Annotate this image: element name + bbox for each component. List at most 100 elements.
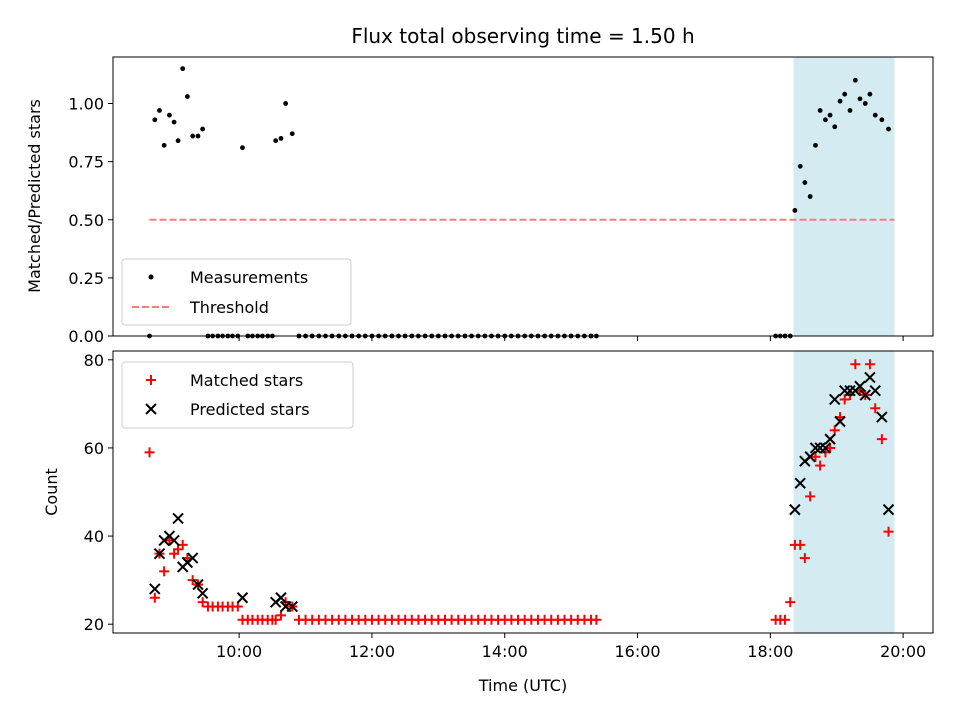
matched-stars-point (232, 601, 243, 612)
predicted-stars-point (153, 547, 166, 560)
top-y-ticks: 0.00 0.25 0.50 0.75 1.00 (68, 95, 113, 346)
measurement-point (842, 91, 848, 97)
predicted-stars-point (192, 578, 204, 591)
predicted-stars-point (864, 371, 876, 384)
measurement-point (807, 194, 813, 199)
bottom-marks (144, 359, 895, 625)
matched-stars-point (870, 403, 881, 414)
predicted-stars-point (172, 512, 184, 525)
predicted-stars-point (794, 477, 806, 489)
predicted-stars-point (869, 384, 881, 397)
legend-predicted-label: Predicted stars (190, 400, 310, 419)
matched-stars-point (864, 359, 875, 370)
matched-stars-point (876, 434, 887, 445)
matched-stars-point (785, 597, 796, 608)
measurement-point (792, 208, 798, 213)
predicted-stars-point (804, 451, 816, 463)
predicted-stars-point (876, 411, 888, 423)
measurement-point (857, 96, 863, 102)
y-tick-label: 40 (84, 527, 104, 546)
predicted-stars-point (286, 600, 298, 613)
top-x-ticks (238, 336, 904, 341)
legend-measurements-marker (148, 274, 154, 280)
measurement-point (879, 117, 885, 123)
matched-stars-point (173, 544, 184, 555)
bottom-x-axis-label: Time (UTC) (478, 676, 567, 695)
matched-stars-point (591, 614, 602, 625)
predicted-stars-point (149, 583, 161, 595)
bottom-x-ticks: 10:00 12:00 14:00 16:00 18:00 20:00 (216, 633, 926, 661)
x-tick-label: 10:00 (216, 642, 262, 661)
measurement-point (161, 142, 167, 148)
x-tick-label: 14:00 (482, 642, 528, 661)
measurement-point (837, 98, 843, 104)
predicted-stars-point (834, 415, 846, 428)
matched-stars-point (799, 553, 810, 564)
bottom-shaded-region (793, 351, 895, 633)
matched-stars-point (275, 610, 286, 621)
y-tick-label: 60 (84, 439, 104, 458)
measurement-point (184, 94, 190, 99)
matched-stars-point (270, 614, 281, 625)
y-tick-label: 20 (84, 615, 104, 634)
x-tick-label: 16:00 (614, 642, 660, 661)
legend-measurements-label: Measurements (190, 268, 308, 287)
measurement-point (847, 108, 853, 113)
predicted-stars-point (859, 389, 871, 401)
matched-stars-point (815, 460, 826, 471)
measurement-point (171, 119, 177, 125)
y-tick-label: 0.75 (68, 153, 104, 172)
predicted-stars-point (186, 552, 199, 564)
x-tick-label: 12:00 (349, 642, 395, 661)
matched-stars-point (159, 566, 170, 577)
top-legend: Measurements Threshold (121, 258, 352, 326)
measurement-point (190, 133, 196, 139)
matched-stars-point (805, 491, 816, 502)
x-tick-label: 18:00 (747, 642, 793, 661)
predicted-stars-point (854, 380, 866, 392)
figure-title: Flux total observing time = 1.50 h (351, 24, 694, 48)
measurement-point (195, 133, 201, 139)
predicted-stars-point (196, 587, 209, 600)
y-tick-label: 1.00 (68, 95, 104, 114)
matched-stars-point (810, 451, 821, 462)
x-tick-label: 20:00 (880, 642, 926, 661)
matched-stars-point (883, 526, 894, 537)
measurement-point (832, 124, 838, 130)
predicted-stars-point (275, 592, 287, 604)
predicted-stars-point (168, 534, 180, 547)
top-panel: 0.00 0.25 0.50 0.75 1.00 Matched/Predicted s… (25, 56, 934, 346)
measurement-point (200, 126, 206, 132)
legend-matched-label: Matched stars (190, 371, 303, 390)
measurement-point (180, 66, 186, 72)
predicted-stars-point (882, 503, 895, 516)
matched-stars-point (144, 447, 155, 458)
measurement-point (827, 112, 833, 118)
matched-stars-point (850, 359, 861, 370)
y-tick-label: 0.25 (68, 269, 104, 288)
y-tick-label: 80 (84, 351, 104, 370)
top-axes-frame (112, 56, 934, 337)
measurement-point (175, 138, 181, 144)
matched-stars-point (829, 425, 840, 436)
measurement-point (152, 117, 158, 123)
predicted-stars-point (809, 442, 822, 454)
predicted-stars-point (789, 503, 801, 516)
matched-stars-point (149, 592, 160, 603)
measurement-point (813, 142, 818, 148)
predicted-stars-point (819, 442, 832, 454)
top-legend-frame (121, 258, 352, 326)
bottom-legend-frame (121, 361, 354, 429)
bottom-y-axis-label: Count (42, 468, 61, 516)
predicted-stars-point (236, 592, 249, 604)
predicted-stars-point (829, 393, 841, 406)
matched-stars-point (839, 394, 850, 405)
y-tick-label: 0.50 (68, 211, 104, 230)
top-y-axis-label: Matched/Predicted stars (25, 99, 44, 293)
legend-predicted-marker (145, 403, 157, 415)
measurement-point (886, 126, 891, 132)
legend-threshold-label: Threshold (189, 298, 269, 317)
measurement-point (802, 180, 808, 185)
